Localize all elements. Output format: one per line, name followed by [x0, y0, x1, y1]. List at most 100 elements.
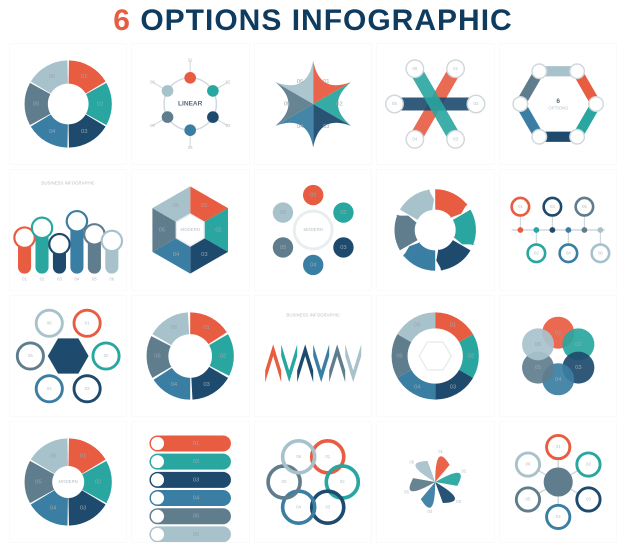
svg-text:06: 06 [525, 462, 530, 467]
svg-text:02: 02 [97, 102, 103, 108]
svg-text:03: 03 [453, 136, 458, 141]
header-number: 6 [113, 4, 131, 38]
svg-text:05: 05 [582, 204, 587, 209]
svg-text:06: 06 [296, 454, 301, 459]
svg-text:06: 06 [410, 460, 415, 465]
svg-text:01: 01 [555, 330, 561, 336]
svg-text:02: 02 [220, 354, 226, 360]
svg-text:05: 05 [397, 354, 403, 360]
svg-text:02: 02 [575, 342, 581, 348]
svg-text:06: 06 [280, 210, 286, 216]
svg-text:04: 04 [297, 124, 304, 130]
thumbnail-c06: BUSINESS INFOGRAPHIC010203040506 [10, 170, 126, 290]
svg-text:02: 02 [586, 462, 591, 467]
svg-text:06: 06 [47, 320, 52, 325]
thumbnail-c03: 010203040506 [255, 44, 371, 164]
svg-text:02: 02 [340, 479, 345, 484]
svg-text:01: 01 [450, 323, 456, 329]
svg-text:01: 01 [555, 444, 560, 449]
thumbnail-c18: 01 02 03 04 05 06 [255, 422, 371, 542]
thumbnail-c19: 010203040506 [377, 422, 493, 542]
svg-text:05: 05 [155, 354, 161, 360]
thumbnail-c14: 010203040506 [377, 296, 493, 416]
svg-text:02: 02 [40, 277, 45, 282]
svg-text:02: 02 [193, 459, 199, 465]
thumbnail-c04: 010203040506 [377, 44, 493, 164]
svg-text:06: 06 [49, 74, 55, 80]
svg-text:03: 03 [226, 123, 231, 128]
svg-text:03: 03 [57, 277, 62, 282]
svg-text:04: 04 [296, 504, 301, 509]
svg-text:01: 01 [202, 203, 208, 209]
svg-text:06: 06 [193, 532, 199, 538]
svg-text:BUSINESS INFOGRAPHIC: BUSINESS INFOGRAPHIC [41, 181, 95, 186]
thumbnail-c11: 010203040506 [10, 296, 126, 416]
svg-text:05: 05 [284, 102, 290, 108]
svg-text:05: 05 [404, 490, 409, 495]
svg-text:05: 05 [534, 365, 540, 371]
svg-text:01: 01 [204, 325, 210, 331]
svg-text:05: 05 [35, 480, 41, 486]
thumbnail-c01: 010203040506 [10, 44, 126, 164]
thumbnail-c10: 010203040506 [500, 170, 616, 290]
thumbnail-c17: 01 02 03 04 05 06 [132, 422, 248, 542]
svg-text:06: 06 [534, 342, 540, 348]
thumbnail-c08: MODERN010203040506 [255, 170, 371, 290]
svg-text:04: 04 [193, 496, 200, 502]
svg-text:02: 02 [104, 353, 109, 358]
svg-text:01: 01 [85, 320, 90, 325]
svg-text:06: 06 [50, 454, 56, 460]
svg-text:MODERN: MODERN [181, 227, 200, 232]
svg-text:03: 03 [586, 497, 591, 502]
svg-text:04: 04 [188, 145, 193, 150]
svg-text:05: 05 [28, 353, 33, 358]
thumbnail-c15: 010203040506 [500, 296, 616, 416]
svg-text:06: 06 [173, 203, 179, 209]
svg-text:02: 02 [336, 102, 342, 108]
thumbnail-c13: BUSINESS INFOGRAPHIC [255, 296, 371, 416]
header-options: OPTIONS [140, 4, 282, 37]
svg-text:06: 06 [171, 325, 177, 331]
svg-text:03: 03 [550, 204, 555, 209]
svg-text:01: 01 [310, 193, 316, 199]
thumbnail-c16: 010203040506MODERN [10, 422, 126, 542]
svg-text:03: 03 [325, 504, 330, 509]
svg-text:05: 05 [159, 228, 165, 234]
svg-text:04: 04 [50, 505, 57, 511]
svg-text:LINEAR: LINEAR [178, 101, 203, 108]
svg-text:02: 02 [95, 480, 101, 486]
svg-text:03: 03 [456, 499, 461, 504]
svg-text:04: 04 [428, 509, 433, 514]
svg-text:01: 01 [22, 277, 27, 282]
svg-text:02: 02 [216, 228, 222, 234]
svg-text:04: 04 [555, 377, 562, 383]
header-infographic: INFOGRAPHIC [292, 4, 513, 37]
svg-text:01: 01 [325, 454, 330, 459]
thumbnail-c12: 010203040506 [132, 296, 248, 416]
svg-text:03: 03 [81, 129, 87, 135]
svg-text:MODERN: MODERN [59, 479, 78, 484]
svg-text:02: 02 [534, 250, 539, 255]
svg-text:MODERN: MODERN [303, 227, 322, 232]
svg-text:04: 04 [414, 384, 421, 390]
svg-text:06: 06 [150, 79, 155, 84]
thumbnail-c09 [377, 170, 493, 290]
svg-text:06: 06 [297, 79, 303, 85]
svg-text:BUSINESS INFOGRAPHIC: BUSINESS INFOGRAPHIC [286, 312, 340, 317]
svg-text:04: 04 [47, 386, 52, 391]
svg-text:03: 03 [204, 382, 210, 388]
svg-text:03: 03 [193, 477, 199, 483]
svg-text:04: 04 [413, 136, 418, 141]
svg-text:02: 02 [474, 101, 479, 106]
svg-text:05: 05 [92, 277, 97, 282]
svg-text:02: 02 [462, 469, 467, 474]
svg-text:05: 05 [281, 479, 286, 484]
svg-text:01: 01 [453, 66, 458, 71]
svg-text:06: 06 [598, 250, 603, 255]
svg-text:05: 05 [525, 497, 530, 502]
svg-text:01: 01 [193, 441, 199, 447]
svg-text:01: 01 [81, 74, 87, 80]
svg-text:02: 02 [340, 210, 346, 216]
svg-text:01: 01 [518, 204, 523, 209]
svg-text:05: 05 [193, 514, 199, 520]
